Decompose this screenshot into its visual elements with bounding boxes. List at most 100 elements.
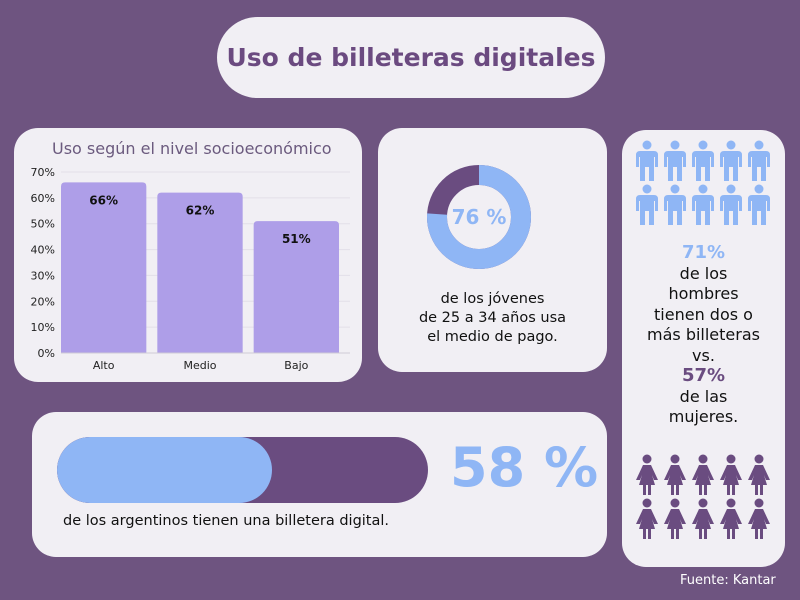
head [698,184,708,194]
head [670,140,680,150]
progress-fill [57,437,273,503]
body [664,465,686,495]
women-percent: 57% [681,365,726,386]
body [748,509,770,539]
bar-chart-card: Uso según el nivel socioeconómico 0% 10% 2… [14,128,362,382]
head [754,140,764,150]
woman-icon [636,454,658,495]
head [670,454,680,464]
x-tick-label: Medio [183,359,216,372]
woman-icon [692,498,714,539]
man-icon [748,184,770,225]
donut-caption: de los jóvenes de 25 a 34 años usa el me… [378,290,607,347]
body [664,151,686,181]
head [726,498,736,508]
head [754,184,764,194]
text-line: mujeres. [668,407,739,426]
man-icon [636,184,658,225]
women-icon-grid [634,454,774,540]
head [642,454,652,464]
head [698,140,708,150]
body [692,151,714,181]
bar [253,221,339,353]
text-line: de las [679,386,728,406]
y-tick-label: 30% [31,269,55,282]
text-line: vs. [692,345,715,365]
data-label: 66% [89,193,118,207]
source-note: Fuente: Kantar [680,573,776,588]
man-icon [664,140,686,181]
text-line: de los [679,263,728,283]
woman-icon [720,454,742,495]
head [726,184,736,194]
y-tick-label: 20% [31,295,55,308]
woman-icon [664,498,686,539]
body [664,195,686,225]
head [642,140,652,150]
donut-chart: 76 % [427,165,531,269]
woman-icon [664,454,686,495]
progress-percent: 58 % [450,436,599,499]
page-title: Uso de billeteras digitales [226,43,596,72]
body [720,151,742,181]
man-icon [636,140,658,181]
body [720,195,742,225]
text-line: hombres [668,284,739,303]
body [692,465,714,495]
data-label: 62% [186,204,215,218]
body [692,195,714,225]
man-icon [664,184,686,225]
donut-card: 76 % de los jóvenes de 25 a 34 años usa … [378,128,607,372]
bar [61,182,147,353]
progress-bar [57,437,428,503]
body [720,509,742,539]
man-icon [692,184,714,225]
text-line: tienen dos o [654,304,753,324]
donut-arc [427,165,531,269]
chart-title: Uso según el nivel socioeconómico [52,139,332,158]
body [636,151,658,181]
gender-text: 71% de los hombres tienen dos o más bill… [622,242,785,428]
caption-line: el medio de pago. [427,329,558,345]
woman-icon [748,454,770,495]
donut-label: 76 % [452,205,507,229]
woman-icon [636,498,658,539]
body [664,509,686,539]
head [754,498,764,508]
head [698,454,708,464]
data-label: 51% [282,232,311,246]
head [642,184,652,194]
men-percent: 71% [681,242,726,263]
woman-icon [692,454,714,495]
body [748,465,770,495]
head [670,498,680,508]
caption-line: de los jóvenes [440,291,545,307]
body [636,509,658,539]
y-tick-label: 0% [38,347,55,360]
y-tick-label: 70% [31,166,55,179]
bar [157,192,243,353]
head [726,454,736,464]
head [698,498,708,508]
body [636,465,658,495]
body [748,151,770,181]
progress-card: 58 % de los argentinos tienen una billet… [32,412,607,557]
man-icon [720,140,742,181]
woman-icon [748,498,770,539]
x-tick-label: Alto [93,359,115,372]
y-tick-label: 50% [31,218,55,231]
y-tick-label: 10% [31,321,55,334]
man-icon [748,140,770,181]
title-banner: Uso de billeteras digitales [217,17,605,98]
man-icon [692,140,714,181]
head [642,498,652,508]
body [748,195,770,225]
woman-icon [720,498,742,539]
body [692,509,714,539]
head [726,140,736,150]
bar-chart: 0% 10% 20% 30% 40% 50% 60% 70% 66% Alto 62% Medio 51… [31,166,350,372]
x-tick-label: Bajo [284,359,308,372]
y-tick-label: 60% [31,192,55,205]
body [720,465,742,495]
body [636,195,658,225]
